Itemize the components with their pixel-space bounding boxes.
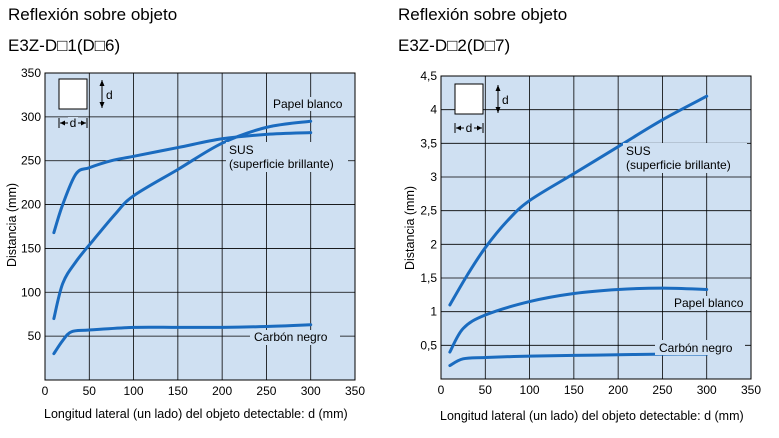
x-tick-label: 150: [564, 383, 584, 397]
x-tick-label: 250: [652, 383, 672, 397]
y-tick-label: 3: [430, 170, 437, 184]
chart-right-y-label: Distancia (mm): [403, 186, 417, 270]
chart-left-frame: [44, 72, 356, 381]
chart-right-dim-label-bg: [464, 122, 474, 134]
chart-right-dim-arrow-up: [495, 85, 501, 91]
y-tick-label: 1: [430, 305, 437, 319]
chart-right-x-label: Longitud lateral (un lado) del objeto de…: [440, 409, 744, 423]
x-tick-label: 300: [301, 384, 321, 398]
chart-left-y-ticks: 50 100 150 200 250 300 350: [21, 66, 41, 343]
x-tick-label: 300: [697, 383, 717, 397]
chart-right-dim-arrow-down: [495, 107, 501, 113]
chart-right: Reflexión sobre objeto E3Z-D□2(D□7) 0 50 1…: [398, 5, 761, 423]
chart-left-title: Reflexión sobre objeto: [8, 5, 177, 24]
chart-right-label-carbon-negro: Carbón negro: [659, 341, 733, 355]
chart-left-dim-arrow-up: [99, 80, 105, 86]
chart-left-dim-label-bg: [68, 117, 78, 129]
x-tick-label: 100: [124, 384, 144, 398]
chart-left-dim-label-vertical: d: [106, 88, 113, 102]
x-tick-label: 50: [479, 383, 493, 397]
chart-right-label-bg-papel: [670, 296, 750, 310]
chart-left-series: [52, 119, 313, 356]
chart-left-dim-arrow-down: [99, 102, 105, 108]
chart-left-label-papel-blanco: Papel blanco: [273, 97, 343, 111]
chart-right-label-sus: SUS: [626, 144, 651, 158]
chart-left-x-label: Longitud lateral (un lado) del objeto de…: [44, 407, 348, 421]
x-tick-label: 50: [83, 384, 97, 398]
series-line: [448, 94, 709, 307]
x-tick-label: 150: [168, 384, 188, 398]
chart-left-subtitle: E3Z-D□1(D□6): [8, 36, 120, 55]
chart-right-label-papel-blanco: Papel blanco: [674, 296, 744, 310]
chart-right-x-ticks: 0 50 100 150 200 250 300 350: [438, 383, 762, 397]
y-tick-label: 100: [21, 285, 41, 299]
chart-left-object-square: [58, 78, 88, 110]
chart-left-object-inset: d d: [58, 78, 113, 130]
y-tick-label: 0,5: [420, 338, 437, 352]
y-tick-label: 4,5: [420, 69, 437, 83]
y-tick-label: 250: [21, 154, 41, 168]
y-tick-label: 200: [21, 198, 41, 212]
series-line: [52, 131, 313, 235]
chart-left-label-sus-sub: (superficie brillante): [229, 157, 334, 171]
chart-left: Reflexión sobre objeto E3Z-D□1(D□6) 0 50 1…: [5, 5, 365, 421]
y-tick-label: 2: [430, 237, 437, 251]
chart-right-label-bg-sus: [623, 143, 747, 173]
chart-right-frame: [440, 75, 752, 380]
chart-left-dim-label-horizontal: d: [70, 116, 77, 130]
x-tick-label: 350: [345, 384, 365, 398]
y-tick-label: 1,5: [420, 271, 437, 285]
chart-right-title: Reflexión sobre objeto: [398, 5, 567, 24]
x-tick-label: 0: [438, 383, 445, 397]
chart-right-dim-label-horizontal: d: [466, 121, 473, 135]
chart-left-label-bg-sus: [226, 142, 348, 172]
y-tick-label: 2,5: [420, 204, 437, 218]
chart-right-dim-arrow-left: [456, 125, 461, 131]
series-line: [448, 286, 709, 354]
x-tick-label: 200: [212, 384, 232, 398]
chart-left-y-label: Distancia (mm): [5, 183, 19, 267]
chart-right-object-inset: d d: [454, 83, 509, 135]
chart-right-label-bg-carbon: [655, 340, 745, 355]
chart-left-dim-arrow-left: [60, 120, 65, 126]
y-tick-label: 3,5: [420, 136, 437, 150]
x-tick-label: 350: [741, 383, 761, 397]
chart-left-x-ticks: 0 50 100 150 200 250 300 350: [42, 384, 366, 398]
series-line: [52, 323, 313, 356]
y-tick-label: 4: [430, 103, 437, 117]
chart-right-label-sus-sub: (superficie brillante): [626, 158, 731, 172]
chart-right-object-square: [454, 83, 484, 115]
chart-right-y-ticks: 0,5 1 1,5 2 2,5 3 3,5 4 4,5: [420, 69, 437, 352]
chart-left-label-carbon-negro: Carbón negro: [254, 330, 328, 344]
chart-left-label-bg-carbon: [250, 330, 340, 345]
series-line: [52, 119, 313, 321]
chart-left-label-sus: SUS: [229, 143, 254, 157]
x-tick-label: 200: [608, 383, 628, 397]
y-tick-label: 350: [21, 66, 41, 80]
x-tick-label: 250: [256, 384, 276, 398]
chart-right-dim-label-vertical: d: [502, 93, 509, 107]
chart-right-subtitle: E3Z-D□2(D□7): [398, 36, 510, 55]
y-tick-label: 150: [21, 241, 41, 255]
y-tick-label: 50: [28, 329, 42, 343]
chart-right-plot-area: [441, 76, 751, 379]
chart-right-dim-arrow-right: [477, 125, 482, 131]
y-tick-label: 300: [21, 110, 41, 124]
x-tick-label: 100: [520, 383, 540, 397]
x-tick-label: 0: [42, 384, 49, 398]
chart-left-label-bg-papel: [270, 97, 352, 111]
chart-left-dim-arrow-right: [81, 120, 86, 126]
